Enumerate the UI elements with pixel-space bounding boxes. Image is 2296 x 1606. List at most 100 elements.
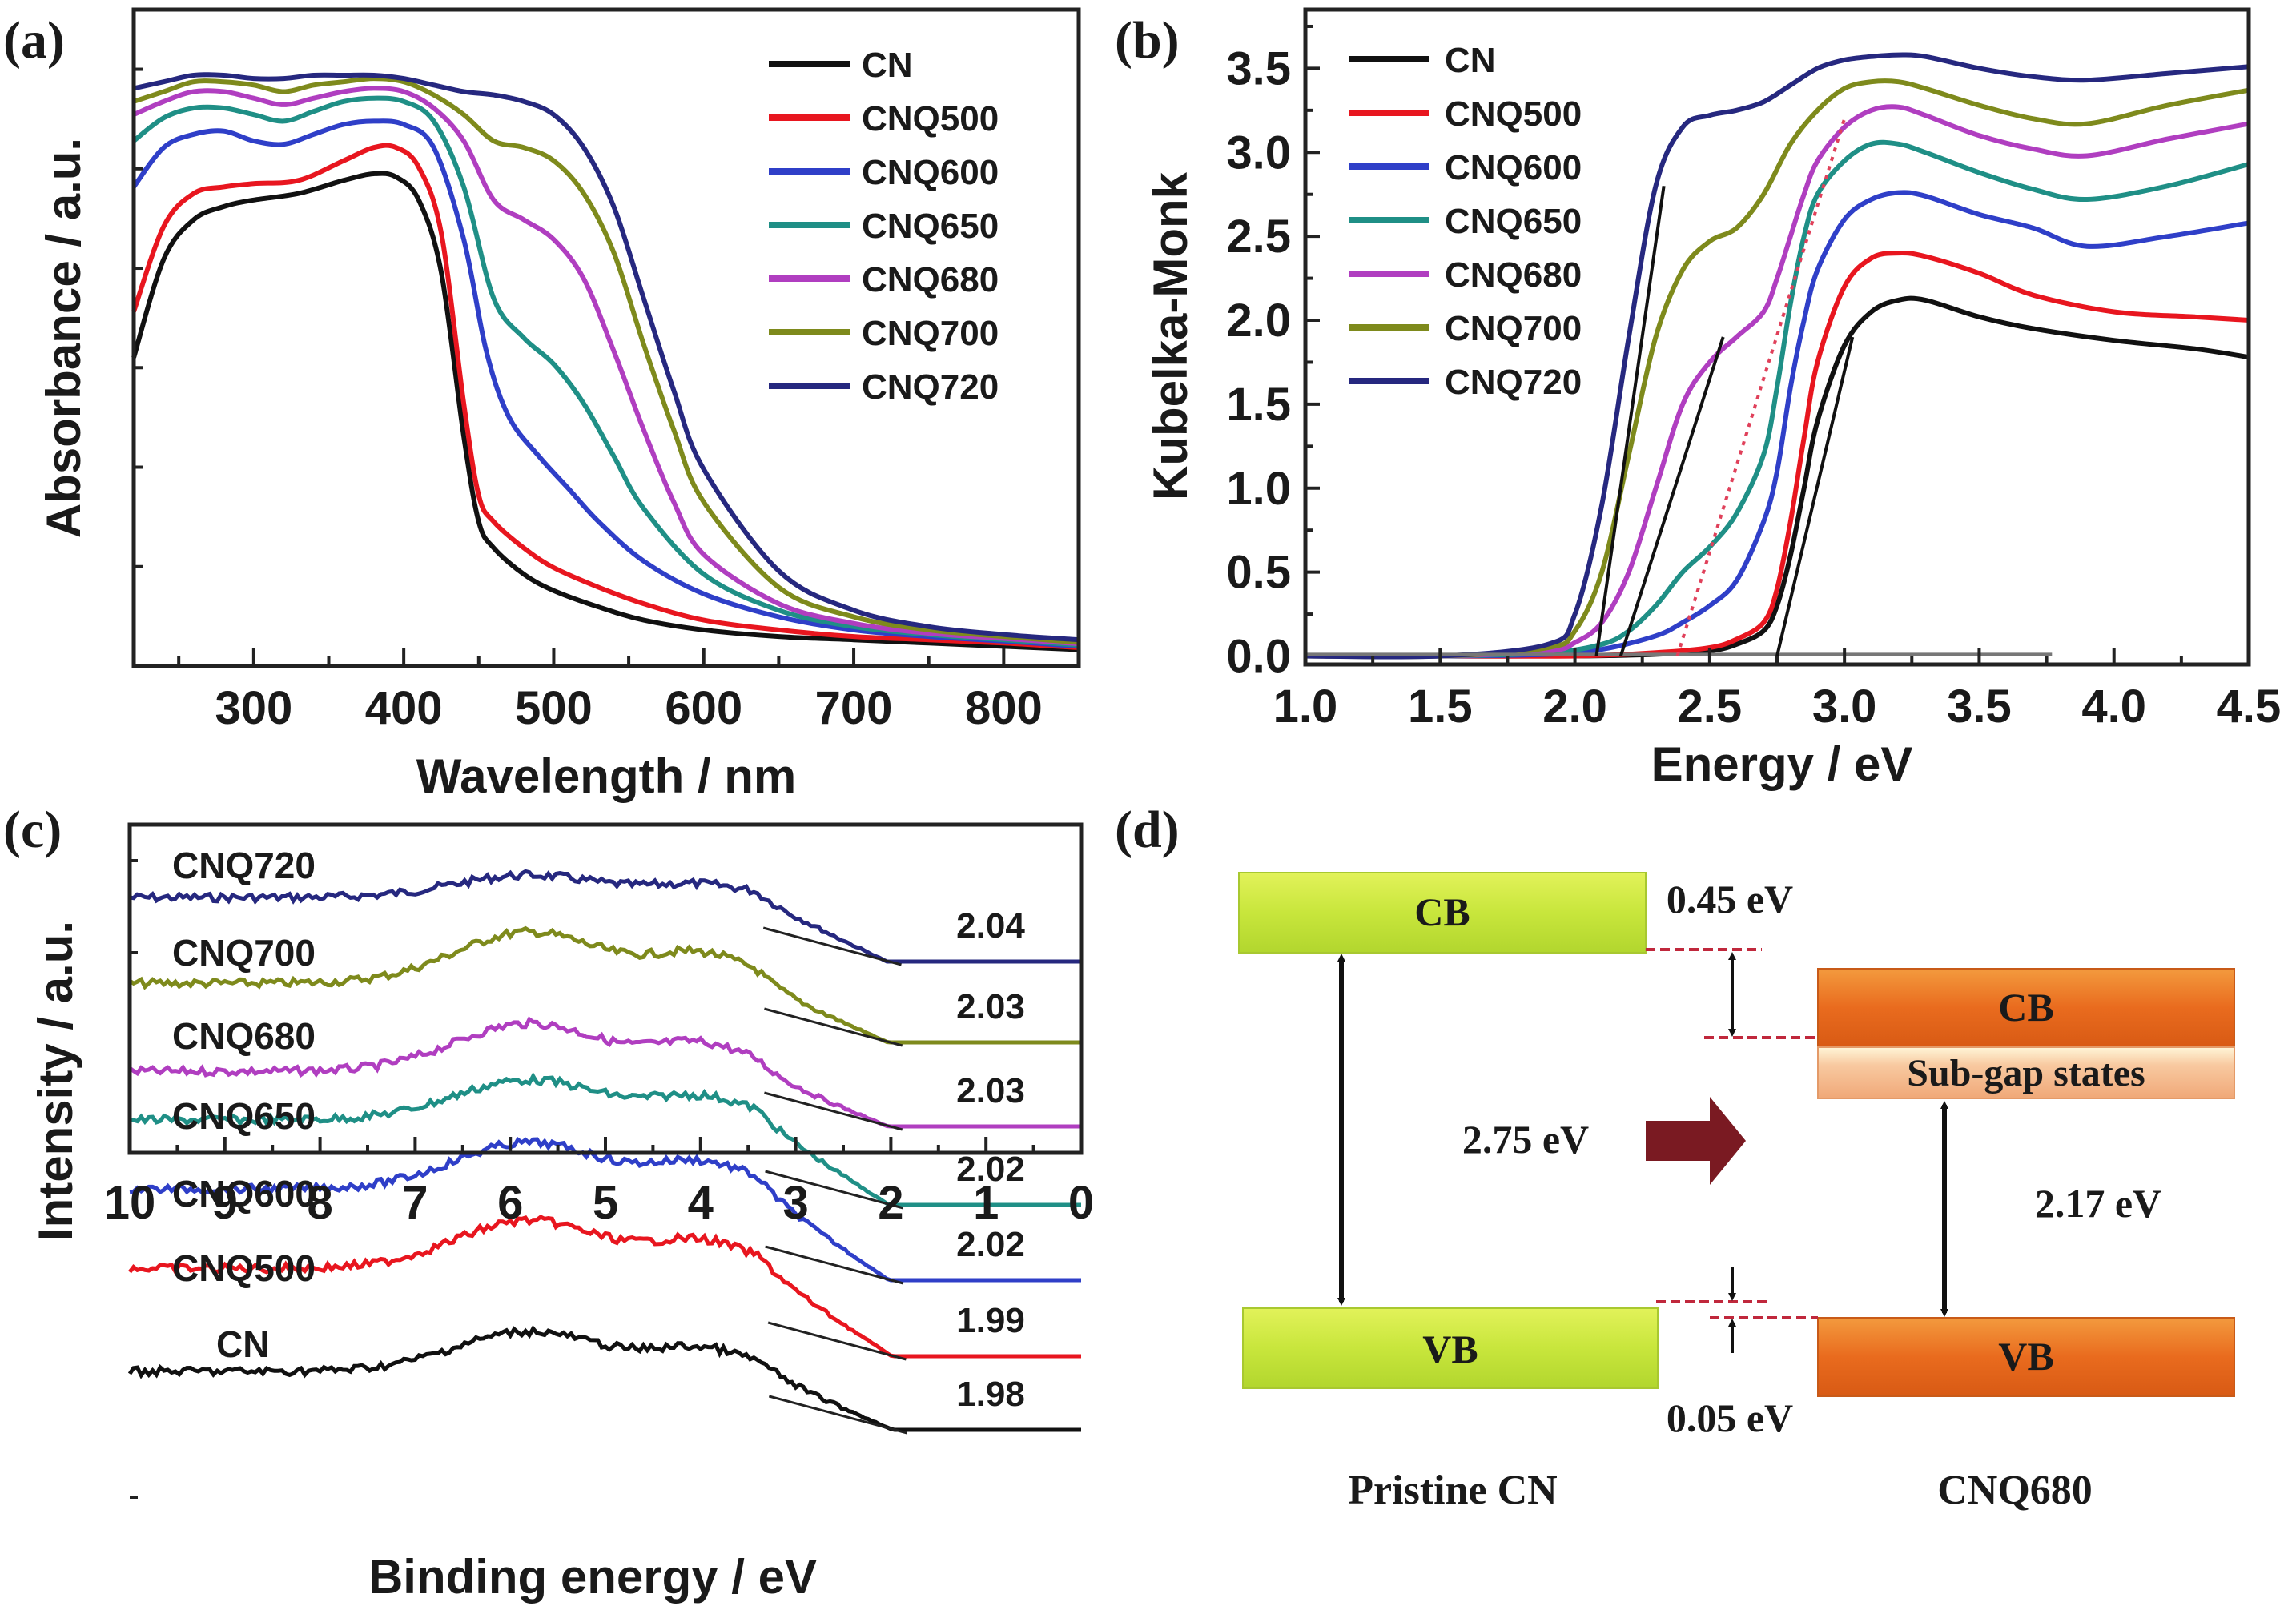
- a-series-line-cnq600: [131, 118, 1080, 649]
- c-series-label-cnq700: CNQ700: [172, 932, 316, 974]
- cb-shift-value: 0.45 eV: [1667, 877, 1793, 921]
- c-vb-edge-value: 1.98: [956, 1375, 1025, 1414]
- transition-arrow-icon: [1646, 1097, 1746, 1185]
- b-x-axis-title: Energy / eV: [1651, 737, 1913, 791]
- b-y-tick-label: 2.0: [1226, 295, 1291, 347]
- c-edge-tangent-cnq650: [765, 1170, 904, 1210]
- b-y-tick-label: 3.0: [1226, 126, 1291, 179]
- b-y-tick-label: 0.5: [1226, 547, 1291, 599]
- c-y-axis-title: Intensity / a.u.: [29, 921, 82, 1241]
- c-series-label-cnq680: CNQ680: [172, 1015, 316, 1057]
- b-series-line-cnq600: [1305, 190, 2250, 659]
- a-series-line-cnq500: [131, 143, 1080, 650]
- c-vb-edge-value: 2.04: [956, 906, 1025, 946]
- pristine-cb-band: CB: [1238, 872, 1647, 954]
- chart-a-absorbance: 300 400 500 600 700 800 CNCNQ500CNQ600CNQ650C…: [37, 7, 1081, 803]
- b-y-axis-title: Kubelka-Monk: [1144, 171, 1197, 500]
- a-legend-label-cnq500: CNQ500: [862, 99, 999, 139]
- c-edge-tangent-cnq700: [764, 1007, 903, 1047]
- c-vb-edge-value: 1.99: [956, 1301, 1025, 1340]
- a-x-tick-label: 700: [815, 682, 893, 734]
- c-x-tick-label: 1: [973, 1177, 999, 1229]
- a-x-axis-title: Wavelength / nm: [416, 749, 797, 803]
- c-series-line-cnq600: [129, 1136, 1081, 1283]
- c-x-tick-label: 9: [212, 1177, 238, 1229]
- b-legend-label-cnq500: CNQ500: [1445, 94, 1582, 134]
- c-series-label-cnq600: CNQ600: [172, 1173, 316, 1215]
- b-ticks: 1.0 1.5 2.0 2.5 3.0 3.5 4.0 4.5 0.0 0.5 1.0 1.5 2.0 2…: [1226, 24, 2282, 733]
- c-vb-edge-value: 2.03: [956, 987, 1025, 1026]
- b-tangent-line-2: [1618, 336, 1725, 657]
- b-legend-label-cn: CN: [1445, 41, 1496, 80]
- c-series-line-cnq500: [128, 1215, 1081, 1359]
- c-vb-edge-value: 2.03: [956, 1071, 1025, 1110]
- b-x-tick-label: 4.5: [2217, 681, 2282, 733]
- panel-label-b: (b): [1115, 11, 1180, 70]
- c-x-axis-title: Binding energy / eV: [368, 1550, 817, 1604]
- a-x-tick-label: 300: [215, 682, 292, 734]
- c-edge-tangent-cnq720: [762, 926, 902, 966]
- a-x-tick-label: 500: [515, 682, 593, 734]
- a-legend-label-cn: CN: [862, 46, 913, 85]
- panel-label-c: (c): [3, 801, 62, 859]
- b-y-tick-label: 2.5: [1226, 211, 1291, 263]
- vb-shift-value: 0.05 eV: [1667, 1395, 1793, 1440]
- a-series-line-cnq650: [132, 95, 1080, 648]
- a-legend-label-cnq650: CNQ650: [862, 207, 999, 246]
- b-x-tick-label: 1.0: [1273, 681, 1338, 733]
- pristine-gap-value: 2.75 eV: [1462, 1117, 1589, 1162]
- b-y-tick-label: 1.5: [1226, 379, 1291, 431]
- a-series-line-cn: [131, 171, 1080, 652]
- b-series-line-cnq720: [1305, 52, 2250, 660]
- b-series-line-cnq700: [1305, 78, 2250, 660]
- a-legend-label-cnq600: CNQ600: [862, 153, 999, 192]
- c-series-labels: CNQ720 2.04 CNQ700 2.03 CNQ680 2.03 CNQ650 2.02…: [172, 845, 1025, 1414]
- c-x-tick-label: 3: [782, 1177, 808, 1229]
- b-x-tick-label: 1.5: [1408, 681, 1473, 733]
- a-legend-label-cnq700: CNQ700: [862, 314, 999, 353]
- b-x-tick-label: 4.0: [2081, 681, 2146, 733]
- b-tangent-line-3: [1775, 336, 1855, 656]
- a-series-group: [131, 72, 1080, 652]
- b-legend-label-cnq650: CNQ650: [1445, 202, 1582, 241]
- c-series-line-cnq650: [129, 1071, 1081, 1207]
- c-x-tick-label: 6: [497, 1177, 523, 1229]
- c-series-label-cn: CN: [216, 1323, 269, 1365]
- c-x-tick-label: 0: [1068, 1177, 1094, 1229]
- c-x-tick-label: 10: [104, 1177, 156, 1229]
- b-legend-label-cnq680: CNQ680: [1445, 255, 1582, 295]
- b-legend-label-cnq600: CNQ600: [1445, 148, 1582, 187]
- c-series-label-cnq720: CNQ720: [172, 845, 316, 886]
- subgap-states-band: Sub-gap states: [1817, 1046, 2235, 1099]
- b-legend-label-cnq720: CNQ720: [1445, 363, 1582, 402]
- b-y-tick-label: 1.0: [1226, 463, 1291, 515]
- panel-label-d: (d): [1115, 801, 1180, 859]
- chart-c-xps-valence: 10 9 8 7 6 5 4 3 2 1 0 CNQ7202.04CNQ7002.03CNQ6802…: [29, 822, 1094, 1604]
- b-dotted-tangent: [1675, 118, 1847, 657]
- b-legend: CN CNQ500 CNQ600 CNQ650 CNQ680 CNQ700 CNQ720: [1349, 41, 1582, 402]
- c-x-tick-label: 2: [878, 1177, 903, 1229]
- cnq680-cb-band: CB: [1817, 968, 2235, 1048]
- c-edge-tangent-cn: [768, 1395, 907, 1435]
- subgap-states-label: Sub-gap states: [1907, 1052, 2145, 1094]
- cnq680-vb-band: VB: [1817, 1317, 2235, 1397]
- a-legend: CN CNQ500 CNQ600 CNQ650 CNQ680 CNQ700 CNQ720: [769, 46, 999, 407]
- c-edge-tangent-cnq500: [767, 1321, 907, 1361]
- c-series-line-cn: [127, 1325, 1081, 1432]
- a-x-tick-label: 600: [665, 682, 742, 734]
- a-x-tick-label: 800: [965, 682, 1043, 734]
- c-x-ticks: 10 9 8 7 6 5 4 3 2 1 0: [104, 859, 1094, 1499]
- pristine-cb-label: CB: [1414, 889, 1470, 934]
- c-vb-edge-value: 2.02: [956, 1225, 1025, 1264]
- b-series-line-cnq650: [1305, 139, 2250, 659]
- a-series-line-cnq700: [133, 76, 1080, 645]
- a-plot-frame: [131, 7, 1081, 668]
- a-y-axis-title: Absorbance / a.u.: [37, 138, 90, 538]
- c-edge-tangent-cnq680: [764, 1091, 903, 1131]
- b-x-tick-label: 3.0: [1812, 681, 1877, 733]
- a-series-line-cnq680: [132, 86, 1080, 647]
- b-y-tick-label: 3.5: [1226, 42, 1291, 94]
- chart-b-kubelka-munk: 1.0 1.5 2.0 2.5 3.0 3.5 4.0 4.5 0.0 0.5 1.0 1.5 2.0 2…: [1144, 7, 2282, 791]
- a-legend-label-cnq720: CNQ720: [862, 367, 999, 407]
